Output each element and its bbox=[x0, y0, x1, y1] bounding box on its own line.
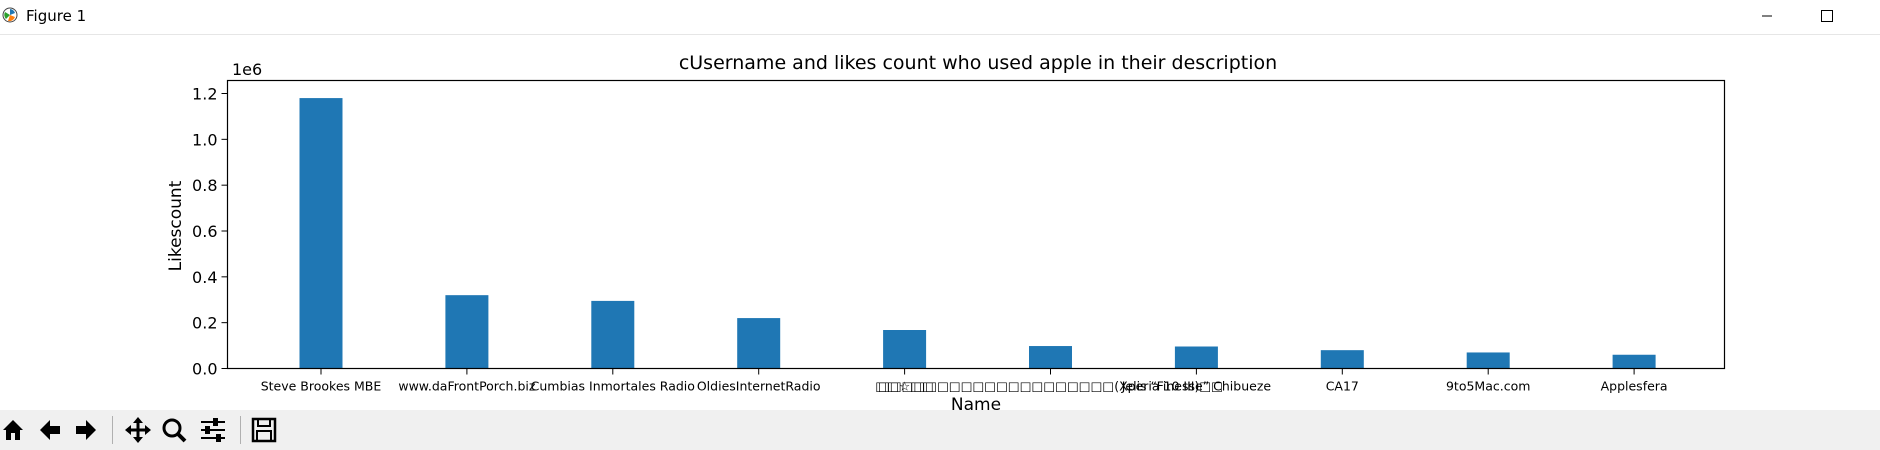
y-tick-label: 0.6 bbox=[192, 222, 217, 241]
save-icon[interactable] bbox=[247, 413, 281, 447]
back-arrow-icon[interactable] bbox=[33, 413, 67, 447]
x-tick-label: Jelis “Finesse” Chibueze bbox=[1121, 379, 1272, 394]
bar bbox=[1612, 354, 1656, 369]
x-tick-label: 9to5Mac.com bbox=[1446, 379, 1530, 394]
x-tick-label: Cumbias Inmortales Radio bbox=[531, 379, 695, 394]
y-tick-label: 0.2 bbox=[192, 314, 217, 333]
y-tick-label: 1.0 bbox=[192, 130, 217, 149]
plot-frame bbox=[226, 79, 1726, 370]
bar-chart: cUsername and likes count who used apple… bbox=[166, 52, 1726, 415]
bar bbox=[445, 295, 489, 369]
x-tick-label: OldiesInternetRadio bbox=[697, 379, 821, 394]
bar bbox=[1466, 352, 1510, 369]
bar bbox=[1174, 346, 1218, 369]
bar bbox=[1320, 350, 1364, 369]
x-axis-label: Name bbox=[951, 395, 1001, 410]
window-titlebar: Figure 1 bbox=[0, 0, 1880, 35]
y-tick-label: 0.4 bbox=[192, 268, 217, 287]
chart-title: cUsername and likes count who used apple… bbox=[679, 52, 1277, 74]
x-tick-label: CA17 bbox=[1326, 379, 1359, 394]
toolbar-separator bbox=[112, 416, 113, 444]
home-icon[interactable] bbox=[0, 413, 30, 447]
maximize-button[interactable] bbox=[1804, 4, 1850, 28]
matplotlib-logo-icon bbox=[2, 7, 18, 23]
configure-subplots-icon[interactable] bbox=[196, 413, 230, 447]
bar bbox=[883, 330, 927, 369]
x-tick-label: Applesfera bbox=[1601, 379, 1668, 394]
x-tick-label: www.daFrontPorch.biz bbox=[398, 379, 535, 394]
pan-icon[interactable] bbox=[121, 413, 155, 447]
x-tick-label: □□□□□□□□□□□□□□□□□□□□(Xperia 10 III)□□ bbox=[878, 379, 1223, 394]
y-axis-label: Likescount bbox=[166, 180, 186, 271]
navigation-toolbar bbox=[0, 410, 1880, 450]
y-tick-label: 1.2 bbox=[192, 85, 217, 104]
figure-canvas[interactable]: cUsername and likes count who used apple… bbox=[0, 34, 1880, 415]
minimize-button[interactable] bbox=[1744, 4, 1790, 28]
y-tick-label: 0.8 bbox=[192, 176, 217, 195]
forward-arrow-icon[interactable] bbox=[69, 413, 103, 447]
y-offset-label: 1e6 bbox=[232, 60, 262, 79]
bar bbox=[1029, 346, 1072, 369]
y-tick-label: 0.0 bbox=[192, 360, 217, 379]
x-tick-label: Steve Brookes MBE bbox=[261, 379, 382, 394]
bar bbox=[299, 98, 343, 369]
toolbar-separator bbox=[240, 416, 241, 444]
x-tick-label: □□☆□□ bbox=[875, 379, 933, 394]
bar bbox=[591, 300, 635, 369]
zoom-icon[interactable] bbox=[157, 413, 191, 447]
bar bbox=[737, 318, 781, 369]
window-title: Figure 1 bbox=[26, 7, 87, 25]
